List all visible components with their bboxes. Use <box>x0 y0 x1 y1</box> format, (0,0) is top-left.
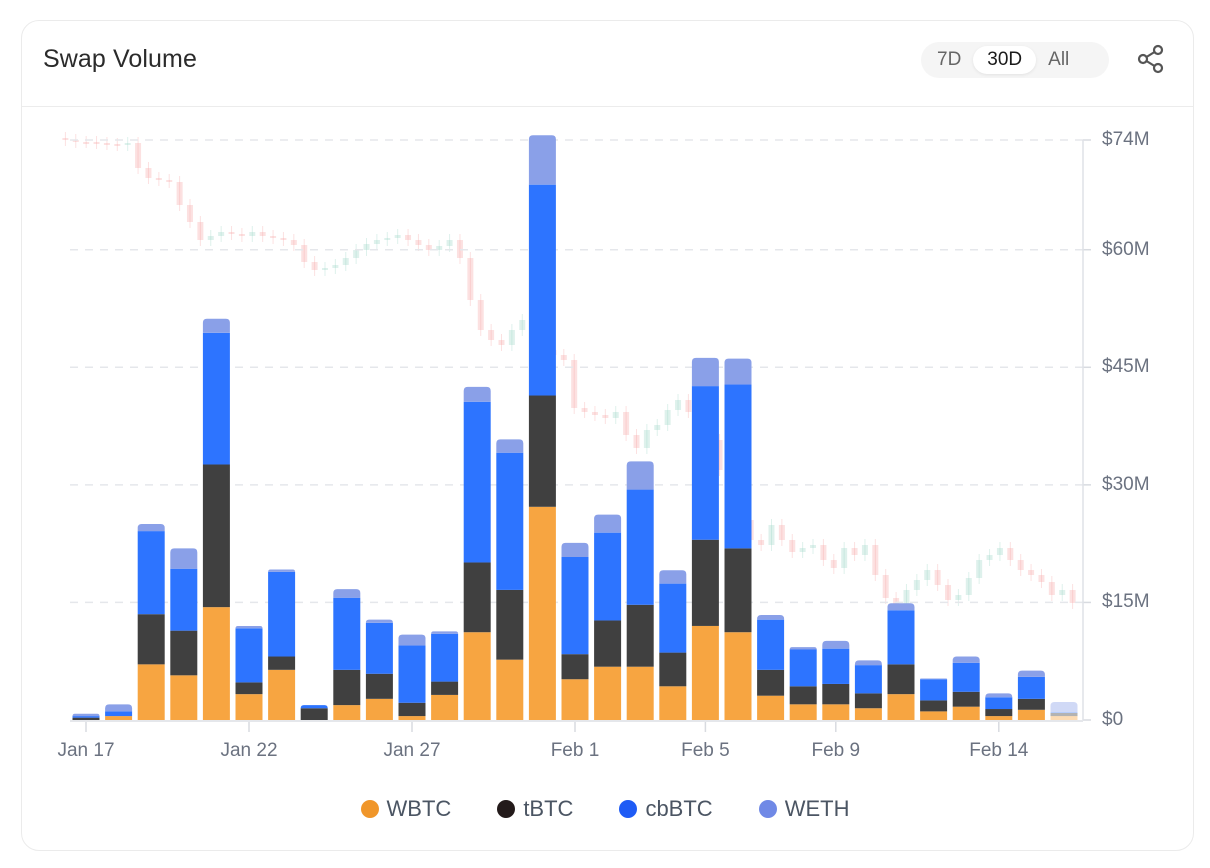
legend-label: WBTC <box>386 796 452 821</box>
swap-volume-card: Swap Volume 7D 30D All <box>21 20 1194 851</box>
legend-label: tBTC <box>523 796 574 821</box>
chart-legend: WBTC tBTC cbBTC WETH <box>0 796 1210 822</box>
legend-label: cbBTC <box>645 796 713 821</box>
time-range-selector: 7D 30D All <box>921 42 1109 78</box>
weth-dot-icon <box>758 800 777 818</box>
share-icon[interactable] <box>1135 43 1167 75</box>
chart-title: Swap Volume <box>43 45 197 73</box>
legend-item-weth[interactable]: WETH <box>758 796 850 822</box>
legend-item-tbtc[interactable]: tBTC <box>497 796 573 822</box>
range-7d-button[interactable]: 7D <box>937 49 962 70</box>
range-all-button[interactable]: All <box>1048 49 1070 70</box>
cbbtc-dot-icon <box>619 800 638 818</box>
range-30d-button[interactable]: 30D <box>973 46 1037 74</box>
wbtc-dot-icon <box>360 800 379 818</box>
legend-item-wbtc[interactable]: WBTC <box>360 796 452 822</box>
legend-item-cbbtc[interactable]: cbBTC <box>619 796 713 822</box>
card-header: Swap Volume 7D 30D All <box>22 21 1193 107</box>
legend-label: WETH <box>784 796 850 821</box>
tbtc-dot-icon <box>497 800 516 818</box>
